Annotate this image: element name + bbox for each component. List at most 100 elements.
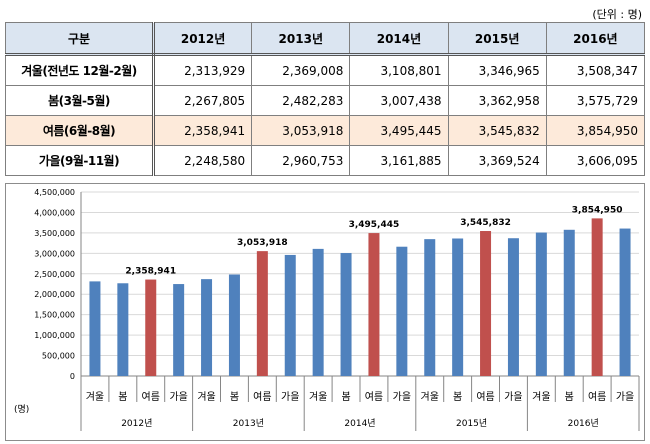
table-cell: 3,161,885 <box>349 145 449 176</box>
bar <box>563 229 575 376</box>
table-cell: 3,545,832 <box>447 115 547 146</box>
bar <box>256 251 268 376</box>
bar <box>452 238 464 376</box>
year-header: 2016년 <box>545 22 646 56</box>
table-cell: 3,495,445 <box>349 115 449 146</box>
x-tick-label: 가을 <box>616 391 634 403</box>
x-tick-label: 여름 <box>253 391 271 403</box>
year-label: 2013년 <box>233 418 264 429</box>
x-tick-label: 가을 <box>393 391 411 403</box>
year-label: 2014년 <box>344 418 375 429</box>
x-tick-label: 가을 <box>281 391 299 403</box>
x-tick-label: 봄 <box>341 391 350 403</box>
table-cell: 3,362,958 <box>447 85 547 116</box>
table-cell: 2,369,008 <box>251 54 351 86</box>
x-tick-label: 겨울 <box>532 391 550 403</box>
y-tick-label: 2,500,000 <box>34 270 75 279</box>
y-axis-unit-label: (명) <box>14 404 29 415</box>
row-label: 겨울(전년도 12월-2월) <box>5 54 155 86</box>
table-cell: 3,007,438 <box>349 85 449 116</box>
x-tick-label: 봄 <box>118 391 127 403</box>
table-row: 겨울(전년도 12월-2월) 2,313,929 2,369,008 3,108… <box>5 54 646 86</box>
x-tick-label: 여름 <box>365 391 383 403</box>
table-cell: 3,369,524 <box>447 145 547 176</box>
y-tick-label: 4,000,000 <box>34 208 75 217</box>
table-cell: 3,053,918 <box>251 115 351 146</box>
table-cell: 3,606,095 <box>545 145 646 176</box>
y-tick-label: 1,500,000 <box>34 311 75 320</box>
table-cell: 2,482,283 <box>251 85 351 116</box>
year-label: 2016년 <box>568 418 599 429</box>
table-cell: 3,575,729 <box>545 85 646 116</box>
bar <box>340 253 352 376</box>
x-tick-label: 봄 <box>453 391 462 403</box>
year-header: 2015년 <box>447 22 547 56</box>
y-tick-label: 500,000 <box>42 352 75 361</box>
x-tick-label: 여름 <box>476 391 494 403</box>
table-corner-header: 구분 <box>5 22 155 56</box>
table-cell: 2,358,941 <box>152 115 253 146</box>
bar <box>312 248 324 376</box>
table-cell: 3,346,965 <box>447 54 547 86</box>
x-tick-label: 봄 <box>565 391 574 403</box>
x-tick-label: 여름 <box>588 391 606 403</box>
year-header: 2013년 <box>251 22 351 56</box>
data-label: 3,053,918 <box>237 238 288 248</box>
row-label: 여름(6월-8월) <box>5 115 155 146</box>
table-row: 봄(3월-5월) 2,267,805 2,482,283 3,007,438 3… <box>5 85 646 116</box>
table-cell: 2,267,805 <box>152 85 253 116</box>
x-tick-label: 겨울 <box>86 391 104 403</box>
table-cell: 2,313,929 <box>152 54 253 86</box>
bar <box>507 238 519 376</box>
bar <box>89 281 101 376</box>
table-header-row: 구분 2012년 2013년 2014년 2015년 2016년 <box>5 22 646 56</box>
year-label: 2012년 <box>121 418 152 429</box>
data-label: 3,545,832 <box>460 218 511 228</box>
bar <box>284 254 296 376</box>
y-tick-label: 1,000,000 <box>34 331 75 340</box>
y-tick-label: 0 <box>70 372 75 381</box>
y-tick-label: 3,000,000 <box>34 249 75 258</box>
y-tick-label: 4,500,000 <box>34 188 75 197</box>
x-tick-label: 여름 <box>142 391 160 403</box>
data-label: 2,358,941 <box>125 267 176 277</box>
table-cell: 3,854,950 <box>545 115 646 146</box>
bar <box>396 246 408 376</box>
bar <box>145 279 157 376</box>
table-cell: 2,960,753 <box>251 145 351 176</box>
bar <box>424 239 436 376</box>
table-row-highlighted: 여름(6월-8월) 2,358,941 3,053,918 3,495,445 … <box>5 115 646 146</box>
x-tick-label: 겨울 <box>197 391 215 403</box>
x-tick-label: 겨울 <box>309 391 327 403</box>
y-tick-label: 3,500,000 <box>34 229 75 238</box>
data-label: 3,495,445 <box>349 220 400 230</box>
bar <box>117 283 129 376</box>
year-header: 2014년 <box>349 22 449 56</box>
bar <box>591 218 603 376</box>
bar <box>228 274 240 376</box>
year-label: 2015년 <box>456 418 487 429</box>
table-cell: 3,508,347 <box>545 54 646 86</box>
bar <box>368 233 380 376</box>
bar <box>480 231 492 376</box>
x-tick-label: 겨울 <box>421 391 439 403</box>
x-tick-label: 가을 <box>504 391 522 403</box>
bar-chart: 0 500,000 1,000,000 1,500,000 2,000,000 2,500… <box>5 183 645 441</box>
bar <box>173 284 185 376</box>
data-label: 3,854,950 <box>572 205 623 215</box>
bar <box>201 279 213 376</box>
season-stats-table: 구분 2012년 2013년 2014년 2015년 2016년 겨울(전년도 … <box>5 22 646 176</box>
bar-chart-svg: 0 500,000 1,000,000 1,500,000 2,000,000 2,500… <box>14 188 640 431</box>
y-tick-label: 2,000,000 <box>34 290 75 299</box>
bar <box>535 232 547 376</box>
table-row: 가을(9월-11월) 2,248,580 2,960,753 3,161,885… <box>5 145 646 176</box>
table-cell: 2,248,580 <box>152 145 253 176</box>
x-tick-label: 가을 <box>169 391 187 403</box>
table-cell: 3,108,801 <box>349 54 449 86</box>
bar <box>619 228 631 376</box>
row-label: 가을(9월-11월) <box>5 145 155 176</box>
year-header: 2012년 <box>152 22 253 56</box>
x-tick-label: 봄 <box>230 391 239 403</box>
unit-note: (단위 : 명) <box>592 8 642 21</box>
row-label: 봄(3월-5월) <box>5 85 155 116</box>
